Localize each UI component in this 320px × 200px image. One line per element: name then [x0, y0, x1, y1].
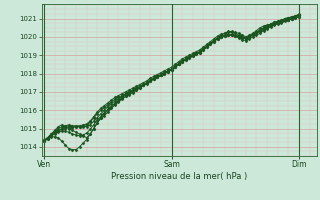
X-axis label: Pression niveau de la mer( hPa ): Pression niveau de la mer( hPa ): [111, 172, 247, 181]
